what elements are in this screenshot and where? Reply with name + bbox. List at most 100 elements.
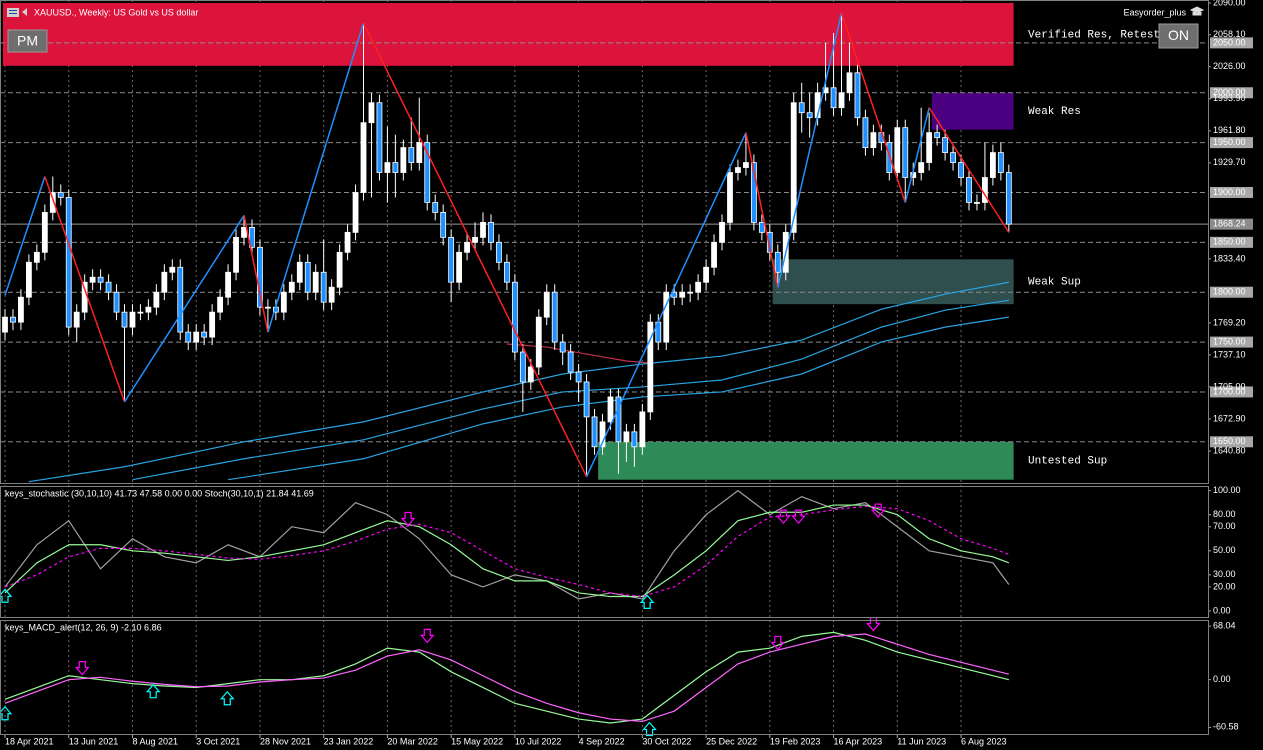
y-tick-label: 80.00 xyxy=(1213,509,1236,519)
candle-body xyxy=(33,251,40,263)
candle-body xyxy=(623,431,630,443)
candle-body xyxy=(894,127,901,173)
candle-body xyxy=(153,291,160,308)
icon xyxy=(9,10,17,11)
candle-body xyxy=(719,222,725,243)
indicator-line xyxy=(4,505,1010,598)
y-tick-label: 1929.70 xyxy=(1213,157,1246,167)
candle-body xyxy=(328,286,335,303)
candle-body xyxy=(416,142,423,163)
candle-body xyxy=(727,172,733,223)
candle-body xyxy=(408,147,415,163)
candle-body xyxy=(105,281,112,293)
zigzag-segment xyxy=(777,12,843,288)
candle-body xyxy=(958,162,964,178)
level-box xyxy=(1210,137,1253,149)
button-label[interactable]: ON xyxy=(1168,27,1189,43)
y-tick-label: 0.00 xyxy=(1213,674,1231,684)
x-tick-label: 28 Nov 2021 xyxy=(260,736,311,746)
candle-body xyxy=(464,241,470,253)
level-box xyxy=(1210,386,1253,398)
candle-body xyxy=(336,251,343,288)
x-tick-label: 15 May 2022 xyxy=(451,736,503,746)
expert-icon xyxy=(1189,6,1205,16)
candle-body xyxy=(798,102,805,114)
zone xyxy=(3,2,1014,66)
candle-body xyxy=(966,177,972,203)
candle-body xyxy=(695,281,702,293)
icon xyxy=(9,13,17,14)
candle-body xyxy=(989,152,996,178)
button-bg[interactable] xyxy=(7,29,48,53)
candle-body xyxy=(368,102,375,124)
candle-body xyxy=(504,261,510,283)
candle-body xyxy=(177,266,184,333)
candle-body xyxy=(472,236,478,243)
candle-body xyxy=(360,122,367,193)
y-tick-label: 2058.10 xyxy=(1213,29,1246,39)
x-tick-label: 8 Aug 2021 xyxy=(132,736,178,746)
candle-body xyxy=(750,162,757,223)
button-label[interactable]: PM xyxy=(17,33,38,49)
stoch-frame xyxy=(0,486,1209,618)
candle-body xyxy=(129,311,136,328)
candle-body xyxy=(241,226,247,238)
candle-body xyxy=(511,281,518,353)
candle-body xyxy=(121,311,128,328)
candle-body xyxy=(81,281,88,313)
y-tick-label: -60.58 xyxy=(1213,722,1239,732)
candle-body xyxy=(711,241,717,268)
candle-body xyxy=(18,296,24,323)
y-tick-label: 1800.00 xyxy=(1213,287,1246,297)
candle-body xyxy=(997,152,1004,173)
candle-body xyxy=(65,197,72,328)
candle-body xyxy=(918,162,925,173)
candle-body xyxy=(743,162,749,168)
candle-body xyxy=(201,331,208,338)
signal-arrow xyxy=(0,588,13,603)
x-tick-label: 30 Oct 2022 xyxy=(642,736,691,746)
y-tick-label: 70.00 xyxy=(1213,521,1236,531)
symbol-icon xyxy=(7,8,27,17)
frame xyxy=(0,0,1209,735)
button-bg[interactable] xyxy=(1158,23,1199,49)
y-tick-label: 1672.90 xyxy=(1213,413,1246,423)
y-tick-label: 1737.10 xyxy=(1213,349,1246,359)
pm-button[interactable]: PM xyxy=(7,29,48,53)
candle-body xyxy=(233,236,239,273)
candle-body xyxy=(615,396,622,443)
candle-body xyxy=(639,411,646,448)
signal-arrow xyxy=(770,635,786,651)
candle-body xyxy=(344,231,351,253)
candle-body xyxy=(703,266,709,283)
candle-body xyxy=(312,271,319,293)
candle-body xyxy=(527,366,534,383)
candle-body xyxy=(73,311,80,328)
candle-body xyxy=(575,371,582,383)
y-tick-label: 2000.00 xyxy=(1213,87,1246,97)
moving-average xyxy=(28,281,1009,483)
candle-body xyxy=(631,431,638,448)
candle-body xyxy=(846,72,853,94)
x-tick-label: 6 Aug 2023 xyxy=(961,736,1007,746)
candle-body xyxy=(583,381,590,418)
zigzag-segment xyxy=(123,215,245,403)
x-tick-label: 4 Sep 2022 xyxy=(579,736,625,746)
x-tick-label: 20 Mar 2022 xyxy=(387,736,438,746)
icon xyxy=(7,8,19,17)
zigzag-segment xyxy=(904,107,930,203)
candle-body xyxy=(942,137,948,153)
moving-average xyxy=(506,343,651,364)
main-frame xyxy=(0,0,1209,484)
level-box xyxy=(1210,336,1253,348)
y-tick-label: 1993.90 xyxy=(1213,93,1246,103)
candle-body xyxy=(862,117,869,149)
x-tick-label: 10 Jul 2022 xyxy=(515,736,562,746)
x-tick-label: 16 Apr 2023 xyxy=(834,736,883,746)
on-button[interactable]: ON xyxy=(1158,23,1199,49)
level-box xyxy=(1210,436,1253,448)
candle-body xyxy=(49,192,56,213)
candle-body xyxy=(926,132,933,163)
signal-arrow xyxy=(74,661,90,676)
